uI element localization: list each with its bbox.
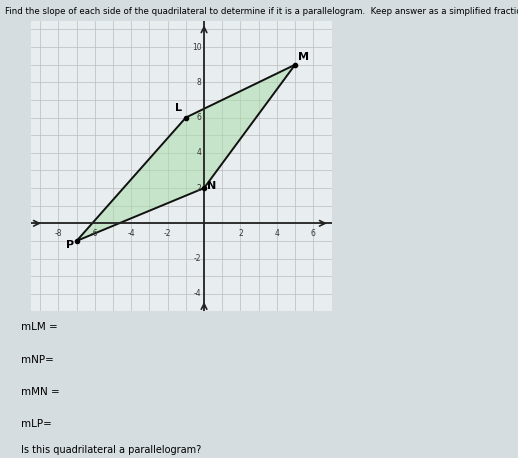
Text: M: M [298, 52, 309, 62]
Text: P: P [66, 240, 74, 250]
Text: -2: -2 [194, 254, 202, 263]
Text: L: L [175, 103, 182, 113]
Text: 2: 2 [196, 184, 202, 192]
Polygon shape [77, 65, 295, 241]
Text: -2: -2 [164, 229, 171, 239]
Text: -6: -6 [91, 229, 98, 239]
Text: 2: 2 [238, 229, 243, 239]
Text: 6: 6 [311, 229, 316, 239]
Text: N: N [207, 181, 216, 191]
Text: mMN =: mMN = [21, 387, 60, 397]
Text: -4: -4 [127, 229, 135, 239]
Text: Find the slope of each side of the quadrilateral to determine if it is a paralle: Find the slope of each side of the quadr… [5, 7, 518, 16]
Text: 10: 10 [192, 43, 202, 52]
Text: Is this quadrilateral a parallelogram?: Is this quadrilateral a parallelogram? [21, 445, 201, 455]
Text: -4: -4 [194, 289, 202, 298]
Text: 4: 4 [196, 148, 202, 157]
Text: mNP=: mNP= [21, 354, 53, 365]
Text: 6: 6 [196, 113, 202, 122]
Text: 8: 8 [196, 78, 202, 87]
Text: mLP=: mLP= [21, 419, 52, 429]
Text: 4: 4 [275, 229, 279, 239]
Text: -8: -8 [54, 229, 62, 239]
Text: mLM =: mLM = [21, 322, 57, 333]
